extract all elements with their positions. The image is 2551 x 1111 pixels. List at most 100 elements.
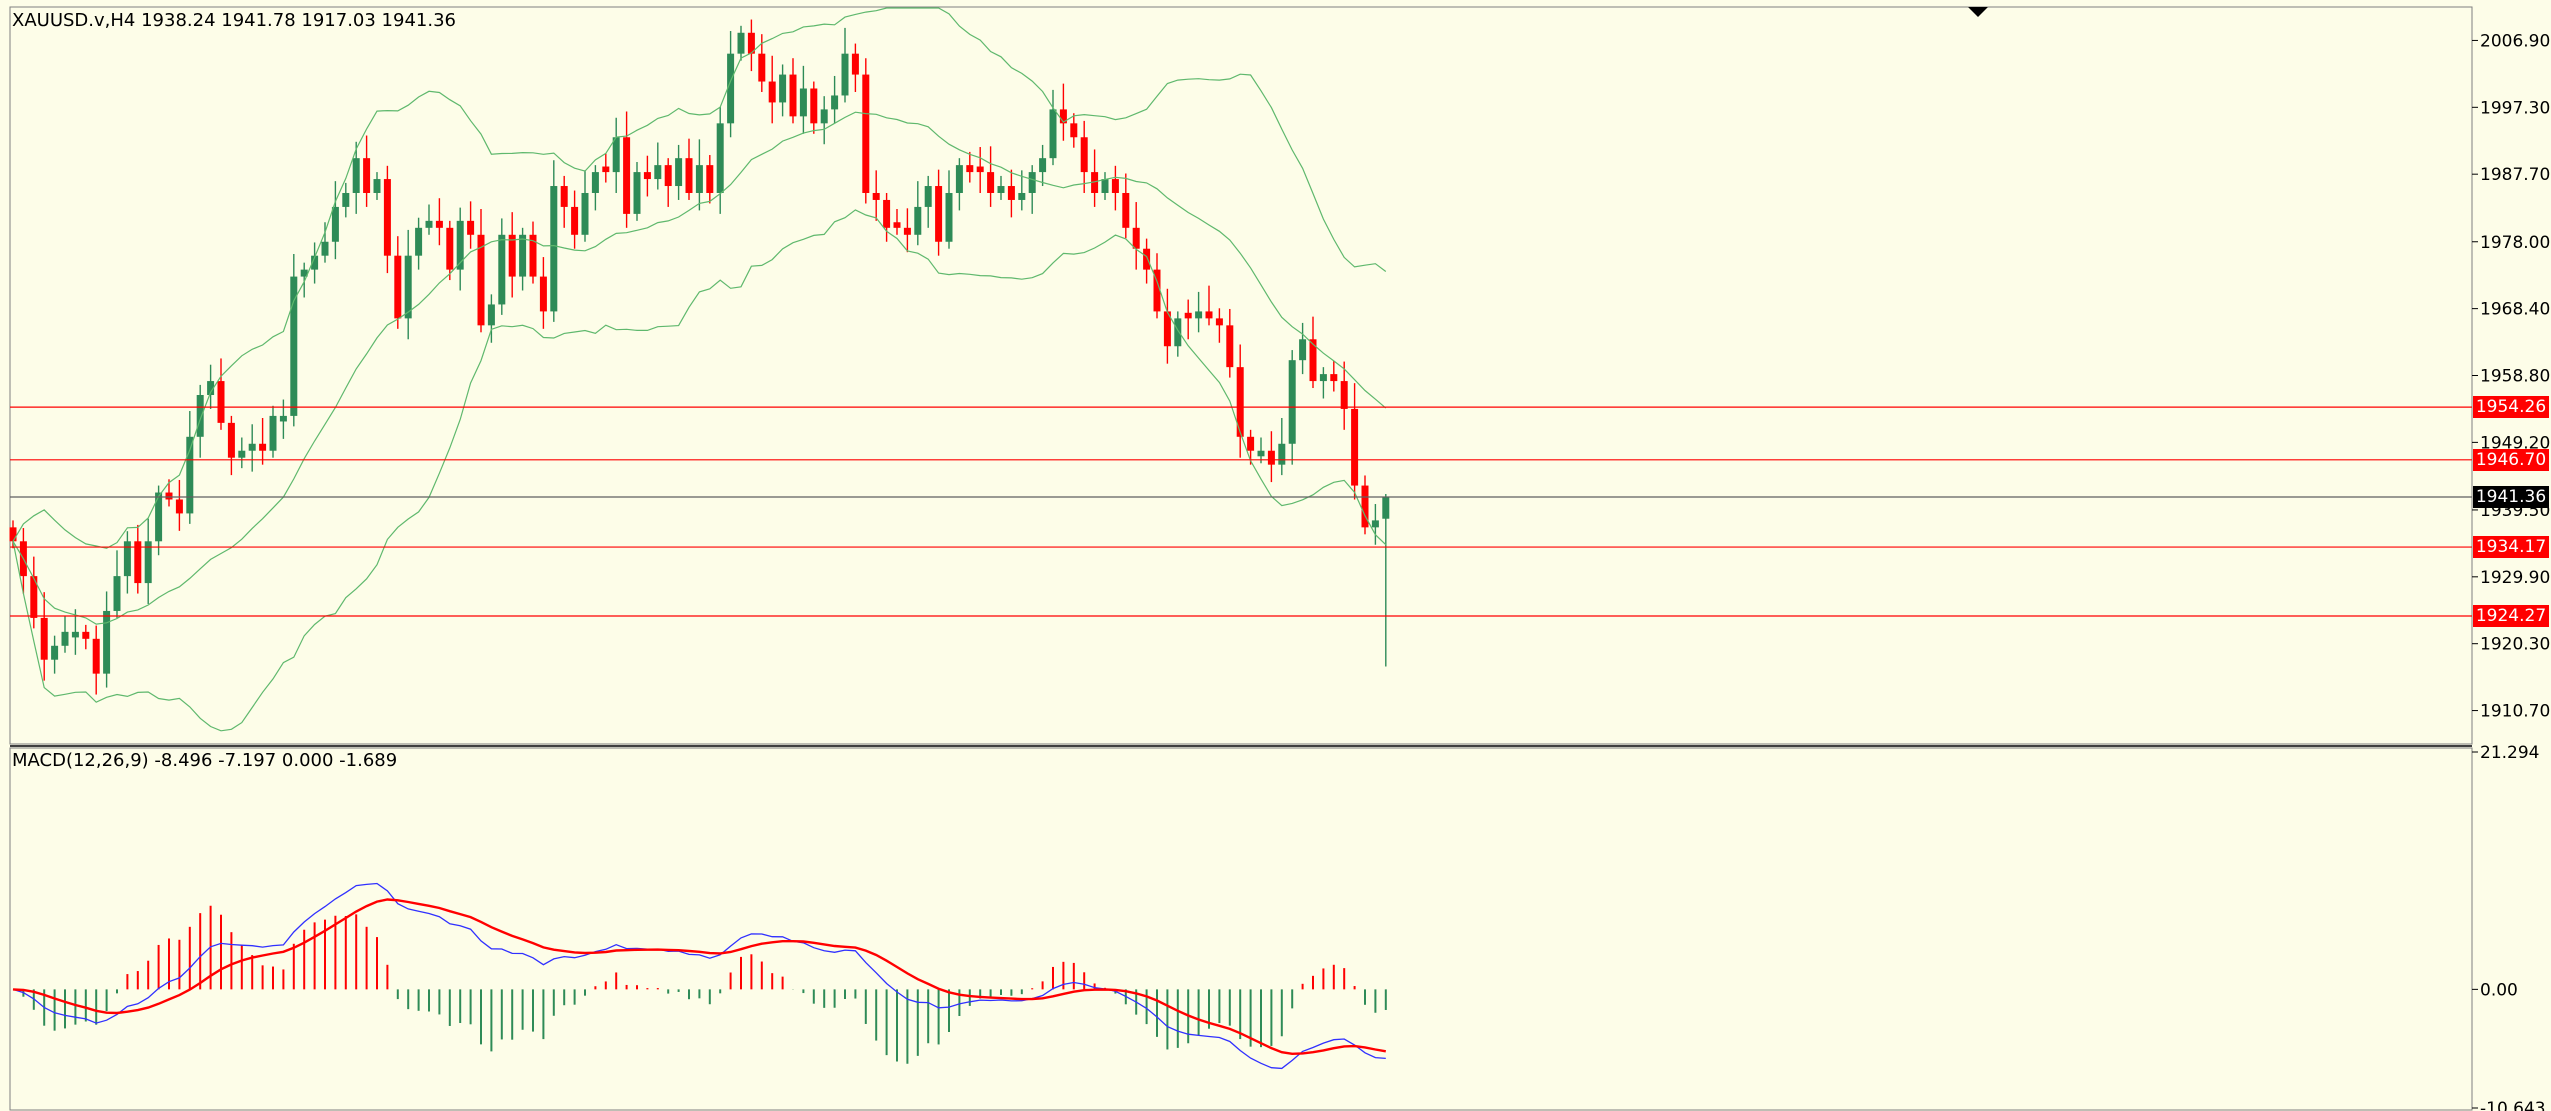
candle xyxy=(1215,308,1223,343)
macd-axis: 21.294 0.00 -10.643 xyxy=(2472,743,2546,1111)
candle xyxy=(1132,202,1140,270)
price-tick-label: 1978.00 xyxy=(2480,233,2550,253)
candle xyxy=(1007,169,1015,218)
price-tick-label: 1929.90 xyxy=(2480,568,2550,588)
candle xyxy=(269,405,277,458)
price-tick-label: 1958.80 xyxy=(2480,367,2550,387)
candle xyxy=(103,591,111,688)
candle xyxy=(747,19,755,72)
candle xyxy=(1070,113,1078,148)
candle xyxy=(165,479,173,507)
candle xyxy=(1174,311,1182,357)
candle xyxy=(1267,431,1275,483)
candle xyxy=(373,172,381,200)
macd-panel-frame xyxy=(9,747,2473,1111)
candle xyxy=(467,201,475,249)
candle xyxy=(1340,361,1348,430)
candle xyxy=(1226,308,1234,378)
candle xyxy=(123,531,131,594)
candle xyxy=(768,55,776,124)
candle xyxy=(342,182,350,218)
candle xyxy=(290,253,298,427)
candle xyxy=(883,192,891,242)
price-tick-label: 1920.30 xyxy=(2480,635,2550,655)
candle xyxy=(61,615,69,653)
candle xyxy=(1361,475,1369,535)
candle xyxy=(1195,291,1203,333)
candle xyxy=(1236,344,1244,458)
candle xyxy=(71,609,79,655)
bb-upper-line xyxy=(12,7,1387,549)
current-price-tag: 1941.36 xyxy=(2473,485,2549,508)
candle xyxy=(560,175,568,228)
level-price-tag: 1934.17 xyxy=(2473,536,2549,559)
candle xyxy=(196,384,204,458)
candle xyxy=(207,364,215,409)
price-tick-label: 1968.40 xyxy=(2480,300,2550,320)
macd-signal-line xyxy=(12,898,1387,1056)
candle xyxy=(321,222,329,263)
candle xyxy=(1382,494,1390,667)
candle xyxy=(1309,316,1317,389)
candle xyxy=(851,43,859,92)
candle xyxy=(706,155,714,204)
candle xyxy=(217,358,225,430)
candle xyxy=(1049,89,1057,166)
price-tick-label: 2006.90 xyxy=(2480,31,2550,51)
candle xyxy=(40,592,48,681)
candle xyxy=(1371,504,1379,545)
candle xyxy=(643,155,651,197)
candle xyxy=(1028,165,1036,214)
levels-layer xyxy=(10,406,2472,617)
candle xyxy=(425,204,433,235)
candle xyxy=(612,117,620,193)
candle xyxy=(1257,437,1265,464)
bb-lower-line xyxy=(12,209,1387,732)
candle xyxy=(872,170,880,221)
candle xyxy=(841,27,849,103)
candle xyxy=(508,212,516,298)
candle xyxy=(966,151,974,183)
candle xyxy=(1351,383,1359,500)
candle xyxy=(352,141,360,214)
candle xyxy=(1247,429,1255,465)
candle xyxy=(654,142,662,190)
candle xyxy=(1330,360,1338,392)
candle xyxy=(685,138,693,200)
candle xyxy=(175,479,183,531)
candle xyxy=(1163,288,1171,364)
candles-layer xyxy=(9,19,1390,695)
candle xyxy=(737,25,745,61)
macd-tick-label: 21.294 xyxy=(2480,743,2539,763)
candle xyxy=(893,209,901,235)
candle xyxy=(820,96,828,145)
candle xyxy=(862,58,870,204)
candle xyxy=(248,424,256,472)
level-price-tag: 1954.26 xyxy=(2473,396,2549,419)
candle xyxy=(92,625,100,695)
candle xyxy=(581,170,589,242)
chart-shift-marker-icon[interactable] xyxy=(1968,7,1988,17)
candle xyxy=(498,218,506,315)
candle xyxy=(363,135,371,207)
price-tick-label: 1997.30 xyxy=(2480,98,2550,118)
level-price-tag: 1946.70 xyxy=(2473,448,2549,471)
candle xyxy=(51,635,59,674)
candle xyxy=(82,624,90,650)
candle xyxy=(623,111,631,228)
candle xyxy=(997,175,1005,200)
price-axis: 2006.90 1997.30 1987.70 1978.00 1968.40 1958.… xyxy=(2472,31,2550,722)
candle xyxy=(633,161,641,221)
candle xyxy=(675,144,683,200)
candle xyxy=(1184,299,1192,340)
macd-tick-label: 0.00 xyxy=(2480,980,2518,1000)
candle xyxy=(113,550,121,618)
candle xyxy=(727,31,735,138)
candle xyxy=(987,146,995,207)
candle xyxy=(550,160,558,322)
candle xyxy=(1101,172,1109,200)
candle xyxy=(227,415,235,476)
candle xyxy=(279,399,287,439)
